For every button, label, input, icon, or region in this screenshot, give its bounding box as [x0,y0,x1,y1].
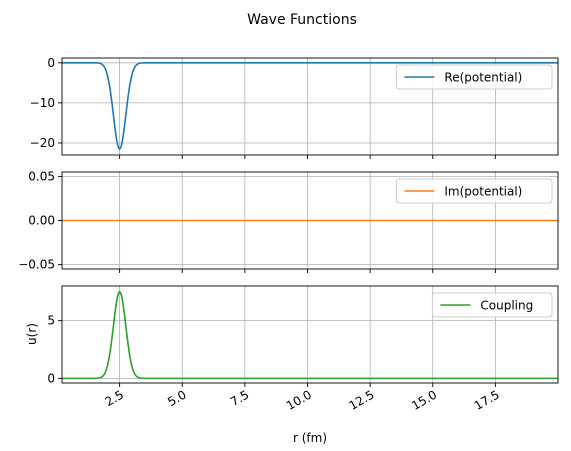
legend-label: Re(potential) [444,71,522,85]
axes-frame [61,57,559,156]
legend: Coupling [431,292,553,318]
legend-box [395,178,553,204]
subplot-2: 0.05 0.00 −0.05 Im(potential) [18,169,559,273]
legend-box [395,64,553,90]
legend: Re(potential) [395,64,553,90]
legend: Im(potential) [395,178,553,204]
y-tick-label: 0.05 [28,169,55,183]
y-tick-label: −0.05 [18,258,55,272]
axes-frame [61,285,559,384]
subplot-1: 0 −10 −20 Re(potential) [30,56,559,159]
figure-title: Wave Functions [247,12,357,28]
x-tick-label: 12.5 [346,387,376,412]
legend-label: Im(potential) [444,185,522,199]
y-tick-label: −10 [30,96,55,110]
subplot-3: 0 5 2.5 5.0 7.5 10.0 12.5 15.0 17.5 Coupling [47,285,559,413]
y-tick-label: 5 [47,314,55,328]
x-tick-label: 10.0 [284,387,314,412]
y-tick-label: 0.00 [28,214,55,228]
series-line-3 [62,290,558,380]
y-tick-label: −20 [30,136,55,150]
x-tick-label: 2.5 [103,387,127,409]
legend-box [431,292,553,318]
x-tick-label: 5.0 [165,387,189,409]
x-tick-label: 15.0 [409,387,439,412]
series-line-1 [62,62,558,151]
y-tick-label: 0 [47,56,55,70]
legend-label: Coupling [480,299,533,313]
x-tick-label: 17.5 [472,387,502,412]
x-tick-label: 7.5 [228,387,252,409]
x-axis-label: r (fm) [293,431,327,445]
y-axis-label: u(r) [25,323,39,345]
y-tick-label: 0 [47,371,55,385]
